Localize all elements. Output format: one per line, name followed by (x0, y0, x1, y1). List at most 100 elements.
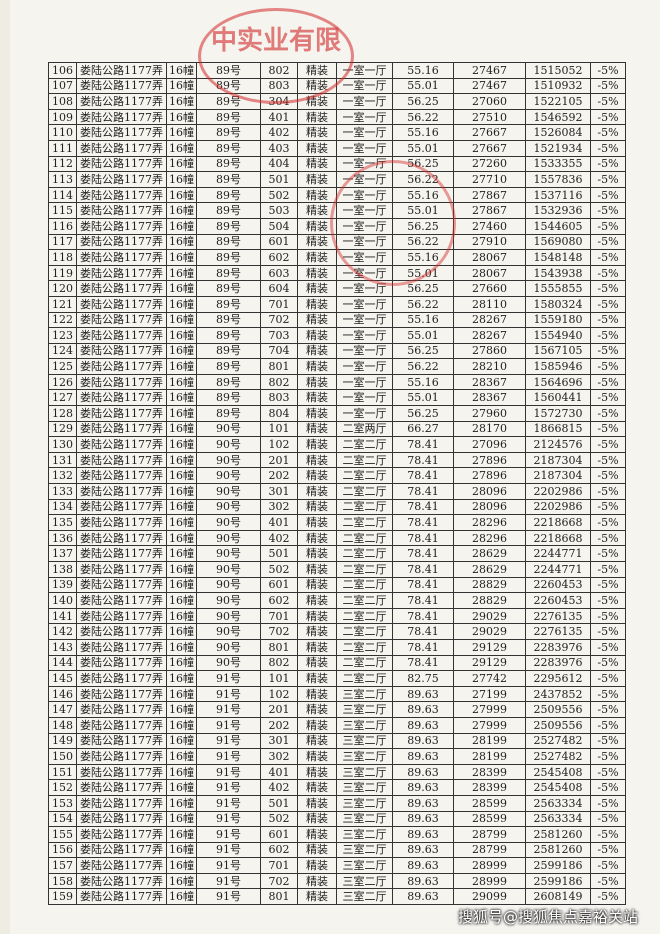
table-row: 148 娄陆公路1177弄 16幢 91号 202 精装 三室二厅 89.63 27999 250… (48, 716, 626, 734)
total-price: 1526084 (525, 124, 591, 141)
unit-price: 28629 (453, 545, 526, 562)
address: 娄陆公路1177弄 (76, 701, 167, 718)
finish: 精装 (297, 249, 337, 266)
discount: -5% (590, 748, 626, 765)
layout: 一室一厅 (336, 77, 393, 95)
total-price: 2202986 (525, 498, 591, 516)
finish: 精装 (297, 576, 337, 594)
building: 16幢 (166, 108, 197, 126)
layout: 三室二厅 (336, 888, 393, 906)
table-row: 129 娄陆公路1177弄 16幢 90号 101 精装 二室两厅 66.27 28170 186… (48, 420, 626, 438)
discount: -5% (590, 779, 626, 796)
finish: 精装 (297, 529, 337, 547)
unit-price: 27867 (453, 202, 526, 219)
discount: -5% (590, 654, 626, 672)
row-no: 156 (48, 841, 77, 859)
unit-price: 28599 (453, 794, 526, 812)
area: 55.16 (392, 62, 454, 79)
building: 16幢 (166, 794, 197, 812)
unit: 89号 (196, 327, 261, 344)
finish: 精装 (297, 155, 337, 173)
room: 803 (260, 389, 298, 407)
layout: 二室二厅 (336, 654, 393, 672)
address: 娄陆公路1177弄 (76, 576, 167, 594)
row-no: 108 (48, 93, 77, 110)
row-no: 110 (48, 124, 77, 141)
unit-price: 27860 (453, 342, 526, 360)
table-row: 132 娄陆公路1177弄 16幢 90号 202 精装 二室二厅 78.41 27896 218… (48, 467, 626, 485)
unit: 90号 (196, 436, 261, 453)
discount: -5% (590, 576, 626, 594)
area: 78.41 (392, 545, 454, 562)
unit-price: 28399 (453, 763, 526, 781)
building: 16幢 (166, 77, 197, 95)
row-no: 121 (48, 295, 77, 313)
unit: 90号 (196, 561, 261, 578)
row-no: 148 (48, 716, 77, 734)
layout: 一室一厅 (336, 405, 393, 422)
area: 89.63 (392, 748, 454, 765)
room: 201 (260, 451, 298, 469)
unit-price: 28367 (453, 389, 526, 407)
layout: 二室二厅 (336, 607, 393, 625)
unit-price: 28296 (453, 529, 526, 547)
discount: -5% (590, 716, 626, 734)
discount: -5% (590, 405, 626, 422)
discount: -5% (590, 202, 626, 219)
discount: -5% (590, 701, 626, 718)
area: 78.41 (392, 576, 454, 594)
table-row: 141 娄陆公路1177弄 16幢 90号 701 精装 二室二厅 78.41 29029 227… (48, 607, 626, 625)
layout: 三室二厅 (336, 826, 393, 843)
total-price: 1557836 (525, 171, 591, 188)
table-row: 137 娄陆公路1177弄 16幢 90号 501 精装 二室二厅 78.41 28629 224… (48, 545, 626, 562)
address: 娄陆公路1177弄 (76, 529, 167, 547)
unit-price: 28096 (453, 498, 526, 516)
unit-price: 27199 (453, 685, 526, 703)
building: 16幢 (166, 171, 197, 188)
area: 89.63 (392, 826, 454, 843)
area: 55.01 (392, 139, 454, 157)
total-price: 1533355 (525, 155, 591, 173)
finish: 精装 (297, 171, 337, 188)
address: 娄陆公路1177弄 (76, 888, 167, 906)
building: 16幢 (166, 779, 197, 796)
unit-price: 27896 (453, 451, 526, 469)
row-no: 154 (48, 810, 77, 828)
layout: 三室二厅 (336, 779, 393, 796)
building: 16幢 (166, 748, 197, 765)
unit: 89号 (196, 202, 261, 219)
unit-price: 29029 (453, 607, 526, 625)
unit-price: 27896 (453, 467, 526, 485)
address: 娄陆公路1177弄 (76, 171, 167, 188)
building: 16幢 (166, 498, 197, 516)
layout: 二室二厅 (336, 451, 393, 469)
building: 16幢 (166, 186, 197, 204)
unit: 89号 (196, 280, 261, 297)
building: 16幢 (166, 763, 197, 781)
unit-price: 28367 (453, 373, 526, 391)
finish: 精装 (297, 872, 337, 890)
total-price: 2599186 (525, 857, 591, 874)
finish: 精装 (297, 841, 337, 859)
finish: 精装 (297, 779, 337, 796)
row-no: 143 (48, 638, 77, 656)
row-no: 129 (48, 420, 77, 438)
row-no: 149 (48, 732, 77, 750)
building: 16幢 (166, 327, 197, 344)
room: 602 (260, 592, 298, 609)
unit: 91号 (196, 763, 261, 781)
row-no: 144 (48, 654, 77, 672)
row-no: 135 (48, 514, 77, 531)
total-price: 2563334 (525, 810, 591, 828)
table-row: 135 娄陆公路1177弄 16幢 90号 401 精装 二室二厅 78.41 28296 221… (48, 514, 626, 531)
row-no: 115 (48, 202, 77, 219)
address: 娄陆公路1177弄 (76, 872, 167, 890)
table-row: 136 娄陆公路1177弄 16幢 90号 402 精装 二室二厅 78.41 28296 221… (48, 529, 626, 547)
layout: 二室二厅 (336, 545, 393, 562)
room: 604 (260, 280, 298, 297)
discount: -5% (590, 108, 626, 126)
row-no: 122 (48, 311, 77, 329)
building: 16幢 (166, 514, 197, 531)
finish: 精装 (297, 732, 337, 750)
finish: 精装 (297, 342, 337, 360)
